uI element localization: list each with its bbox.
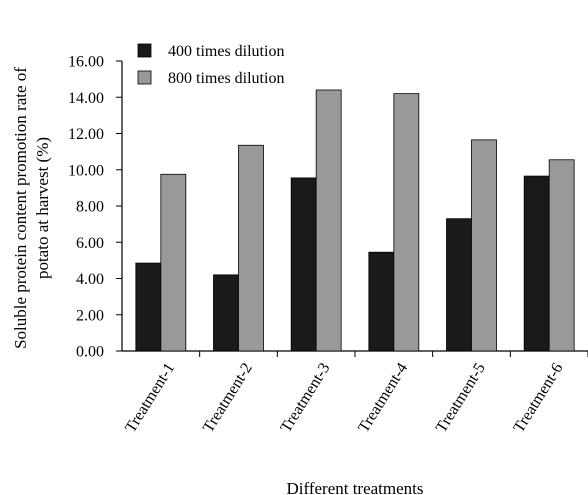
x-tick-label: Treatment-5 [433, 360, 489, 436]
y-tick-label: 8.00 [76, 199, 104, 216]
bar-800x-6 [548, 159, 575, 352]
legend-label-800x: 800 times dilution [168, 70, 284, 87]
bar-400x-2 [213, 274, 239, 352]
x-tick-label: Treatment-1 [122, 360, 178, 436]
y-axis-title-line-2: potato at harvest (%) [33, 137, 52, 279]
y-tick-label: 14.00 [68, 90, 104, 107]
bar-800x-2 [238, 144, 264, 352]
bar-400x-5 [446, 218, 472, 352]
bar-400x-4 [368, 251, 395, 352]
x-tick-label: Treatment-4 [355, 360, 411, 436]
x-tick-label: Treatment-3 [278, 360, 334, 436]
bar-400x-6 [523, 175, 550, 352]
legend-label-400x: 400 times dilution [168, 43, 284, 60]
bars [135, 89, 575, 352]
x-axis-ticks: Treatment-1 Treatment-2 Treatment-3 Treatme… [122, 351, 588, 436]
legend: 400 times dilution 800 times dilution [137, 43, 284, 87]
bar-400x-1 [135, 262, 162, 352]
y-tick-label: 12.00 [68, 126, 104, 143]
y-tick-label: 0.00 [76, 344, 104, 361]
y-tick-label: 16.00 [68, 54, 104, 71]
legend-swatch-400x [137, 43, 152, 58]
y-axis-ticks: 0.00 2.00 4.00 6.00 8.00 10.00 12.00 14.00 16.00 [68, 54, 122, 361]
y-axis-title: Soluble protein content promotion rate o… [11, 67, 52, 349]
x-tick-label: Treatment-2 [200, 360, 256, 436]
bar-800x-3 [315, 89, 342, 352]
bar-800x-1 [160, 173, 187, 352]
y-tick-label: 4.00 [76, 271, 104, 288]
x-axis-title: Different treatments [286, 479, 423, 495]
bar-400x-3 [290, 177, 317, 352]
bar-800x-5 [471, 139, 497, 352]
bar-800x-4 [393, 93, 420, 352]
legend-swatch-800x [137, 70, 152, 85]
y-tick-label: 6.00 [76, 235, 104, 252]
y-axis-title-line-1: Soluble protein content promotion rate o… [11, 67, 30, 349]
axes [121, 61, 588, 352]
x-tick-label: Treatment-6 [511, 360, 567, 436]
y-tick-label: 2.00 [76, 307, 104, 324]
y-tick-label: 10.00 [68, 162, 104, 179]
